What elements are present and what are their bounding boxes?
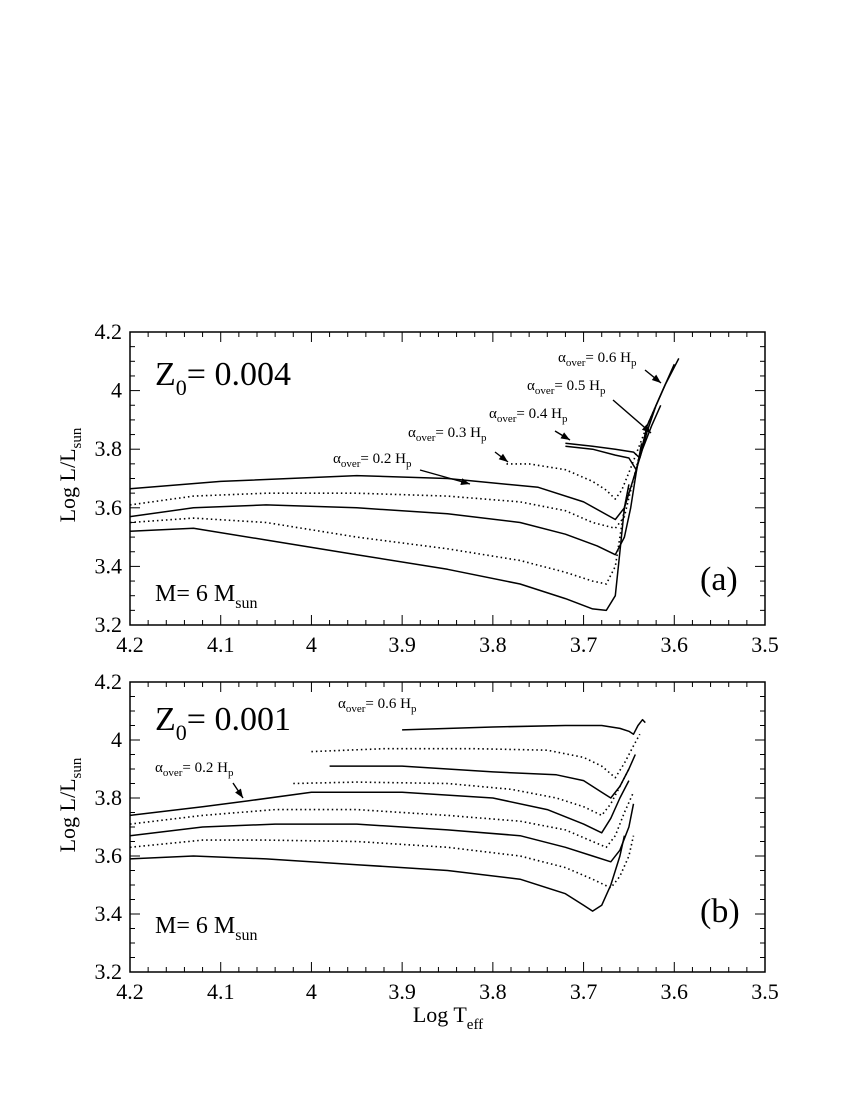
series-line-alpha-over-0-6 [402, 718, 646, 735]
series-line-alpha-over-0-2 [129, 835, 626, 912]
y-tick-label: 3.6 [95, 843, 123, 868]
y-tick-label: 4 [111, 378, 122, 403]
series-line-alpha-over-0-35 [129, 431, 648, 530]
y-tick-label: 3.2 [95, 612, 123, 637]
series-line-alpha-over-0-4 [129, 780, 630, 834]
panel-a-y-axis-title: Log L/Lsun [55, 427, 85, 522]
x-tick-label: 4.2 [116, 979, 144, 1004]
alpha-over-annotation: αover= 0.6 Hp [338, 696, 417, 715]
panel-b-annotations: αover= 0.6 Hp αover= 0.2 Hp [155, 696, 417, 799]
series-line-alpha-over-0-25 [129, 835, 635, 889]
annotation-arrowhead [560, 432, 570, 440]
y-tick-label: 3.4 [95, 553, 123, 578]
x-tick-label: 4.1 [207, 632, 235, 657]
y-tick-label: 3.8 [95, 785, 123, 810]
y-tick-label: 4 [111, 727, 122, 752]
x-tick-label: 3.6 [661, 632, 689, 657]
annotation-arrowhead [235, 788, 243, 798]
x-tick-label: 3.6 [661, 979, 689, 1004]
panel-b-ticks: 4.2 4.1 4 3.9 3.8 3.7 3.6 3.5 3.2 3.4 3.6 3.8 4 4.2 [95, 669, 779, 1004]
annotation-arrowhead [641, 424, 651, 433]
annotation-arrowhead [460, 478, 470, 485]
series-line-alpha-over-0-25 [129, 487, 630, 585]
x-tick-label: 3.7 [570, 979, 598, 1004]
x-tick-label: 3.7 [570, 632, 598, 657]
alpha-over-annotation: αover= 0.4 Hp [489, 406, 568, 425]
panel-a-ticks: 4.2 4.1 4 3.9 3.8 3.7 3.6 3.5 3.2 3.4 3.6 3.8 4 4.2 [95, 319, 779, 657]
x-tick-label: 3.5 [751, 632, 779, 657]
alpha-over-annotation: αover= 0.2 Hp [155, 760, 234, 779]
x-tick-label: 3.8 [479, 979, 507, 1004]
y-tick-label: 3.6 [95, 495, 123, 520]
x-tick-label: 3.8 [479, 632, 507, 657]
x-tick-label: 3.9 [388, 979, 416, 1004]
panel-b-y-axis-title: Log L/Lsun [55, 757, 85, 852]
annotation-arrowhead [498, 453, 508, 462]
x-tick-label: 4.1 [207, 979, 235, 1004]
annotation-arrowhead [651, 374, 661, 383]
series-line-alpha-over-0-3 [129, 443, 643, 556]
y-tick-label: 3.2 [95, 959, 123, 984]
y-tick-label: 4.2 [95, 669, 123, 694]
alpha-over-annotation: αover= 0.5 Hp [527, 378, 606, 397]
x-tick-label: 4.2 [116, 632, 144, 657]
series-line-alpha-over-0-35 [129, 791, 635, 849]
x-tick-label: 4 [306, 979, 317, 1004]
x-tick-label: 4 [306, 632, 317, 657]
panel-a-label: (a) [700, 561, 738, 598]
panel-b-x-axis-title: Log Teff [413, 1002, 483, 1033]
alpha-over-annotation: αover= 0.3 Hp [408, 425, 487, 444]
alpha-over-annotation: αover= 0.6 Hp [558, 350, 637, 369]
panel-b-series [129, 718, 646, 912]
y-tick-label: 3.8 [95, 436, 123, 461]
alpha-over-annotation: αover= 0.2 Hp [333, 451, 412, 470]
series-line-alpha-over-0-3 [129, 803, 635, 863]
panel-a-series [129, 358, 680, 612]
series-line-alpha-over-0-45 [293, 768, 630, 817]
panel-a-mass-label: M= 6 Msun [155, 581, 257, 612]
panel-b: 4.2 4.1 4 3.9 3.8 3.7 3.6 3.5 3.2 3.4 3.6 3.8 4 4.2 α… [55, 669, 779, 1033]
series-line-alpha-over-0-2 [129, 484, 630, 612]
x-tick-label: 3.5 [751, 979, 779, 1004]
series-line-alpha-over-0-55 [311, 733, 641, 779]
x-tick-label: 3.9 [388, 632, 416, 657]
y-tick-label: 3.4 [95, 901, 123, 926]
panel-a: 4.2 4.1 4 3.9 3.8 3.7 3.6 3.5 3.2 3.4 3.6 3.8 4 4.2 α… [55, 319, 779, 657]
series-line-alpha-over-0-6 [565, 358, 680, 459]
panel-b-metallicity-label: Z0= 0.001 [155, 701, 291, 745]
panel-a-metallicity-label: Z0= 0.004 [155, 356, 291, 400]
panel-b-label: (b) [700, 893, 740, 930]
panel-b-mass-label: M= 6 Msun [155, 913, 257, 944]
y-tick-label: 4.2 [95, 319, 123, 344]
series-line-alpha-over-0-5 [329, 754, 636, 799]
series-line-alpha-over-0-45 [506, 404, 657, 500]
